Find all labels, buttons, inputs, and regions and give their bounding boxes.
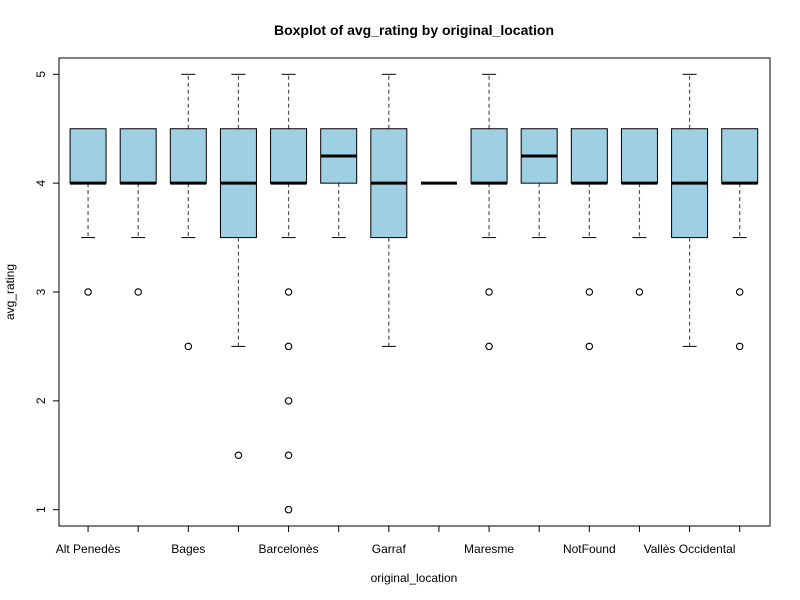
outlier-point [635,288,644,296]
outlier-point [284,451,293,460]
x-tick-label: Alt Penedès [56,542,121,556]
outlier-point [84,288,92,296]
box-rect [721,128,759,184]
outlier-point [585,342,594,351]
x-tick-label: Barcelonès [259,542,319,556]
box-3 [219,73,257,460]
outlier-point [284,342,293,351]
x-tick-label: Maresme [464,542,514,556]
box-6 [370,73,408,347]
box-11 [620,128,658,296]
outlier-point [284,288,293,296]
box-8 [470,73,508,351]
plot-frame [58,57,771,527]
y-tick-label: 4 [34,180,48,187]
y-tick-label: 2 [34,397,48,404]
outlier-point [485,342,493,351]
box-rect [570,128,608,184]
box-rect [69,128,107,184]
outlier-point [134,288,142,296]
y-tick-label: 5 [34,71,48,78]
box-rect [270,128,308,184]
x-axis-label: original_location [371,571,458,585]
x-tick-label: Vallès Occidental [644,542,736,556]
box-5 [320,128,358,239]
x-tick-label: NotFound [563,542,616,556]
box-9 [520,128,558,239]
y-axis: 1 2 3 4 5 [34,71,60,513]
box-rect [470,128,508,184]
y-tick-label: 1 [34,506,48,513]
box-rect [119,128,157,184]
outlier-point [585,288,594,296]
box-0 [69,128,107,296]
outlier-point [234,451,243,460]
outlier-point [485,288,493,296]
box-12 [671,73,709,347]
outlier-point [184,342,193,351]
x-tick-label: Garraf [372,542,407,556]
outlier-point [284,505,293,514]
box-10 [570,128,608,351]
box-13 [721,128,759,351]
box-rect [169,128,207,184]
box-1 [119,128,157,296]
outlier-point [284,397,293,405]
outlier-point [735,288,744,296]
box-2 [169,73,207,351]
x-axis: Alt Penedès Bages Barcelonès Garraf Maresme N… [56,525,741,556]
y-axis-label: avg_rating [3,264,17,320]
x-tick-label: Bages [171,542,205,556]
outlier-point [735,342,744,351]
box-4 [270,73,308,514]
box-rect [620,128,658,184]
chart-title: Boxplot of avg_rating by original_locati… [274,22,554,38]
y-tick-label: 3 [34,288,48,295]
boxes-group [69,73,759,514]
